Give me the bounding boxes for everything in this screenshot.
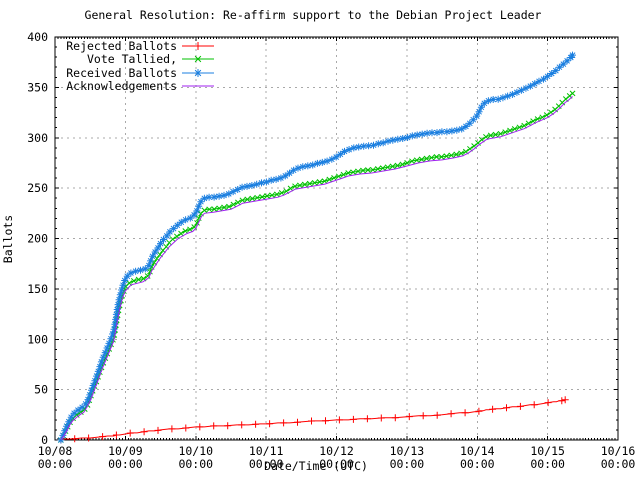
svg-text:00:00: 00:00 xyxy=(319,457,354,471)
svg-text:00:00: 00:00 xyxy=(38,457,73,471)
svg-text:300: 300 xyxy=(27,131,48,145)
svg-text:10/15: 10/15 xyxy=(530,444,565,458)
svg-text:10/16: 10/16 xyxy=(601,444,636,458)
legend-label: Rejected Ballots xyxy=(66,38,177,53)
legend-label: Received Ballots xyxy=(66,65,177,80)
svg-text:10/11: 10/11 xyxy=(249,444,284,458)
legend-sample-asterisk-icon xyxy=(182,68,214,77)
legend-label: Vote Tallied, xyxy=(86,52,177,67)
svg-text:400: 400 xyxy=(27,30,48,44)
legend-sample-line-icon xyxy=(182,85,214,87)
svg-text:100: 100 xyxy=(27,332,48,346)
svg-text:00:00: 00:00 xyxy=(460,457,495,471)
svg-text:00:00: 00:00 xyxy=(178,457,213,471)
svg-text:00:00: 00:00 xyxy=(601,457,636,471)
svg-text:00:00: 00:00 xyxy=(108,457,143,471)
svg-text:10/12: 10/12 xyxy=(319,444,354,458)
legend-sample-plus-icon xyxy=(182,41,214,50)
svg-text:10/13: 10/13 xyxy=(390,444,425,458)
legend-item-vote-tallied: Vote Tallied, xyxy=(55,52,215,67)
svg-text:00:00: 00:00 xyxy=(390,457,425,471)
chart-title: General Resolution: Re-affirm support to… xyxy=(84,8,542,22)
svg-text:150: 150 xyxy=(27,282,48,296)
svg-text:50: 50 xyxy=(34,383,48,397)
legend-sample-times-icon xyxy=(182,55,214,63)
legend-item-acknowledgements: Acknowledgements xyxy=(55,79,215,94)
svg-text:0: 0 xyxy=(41,433,48,447)
svg-text:200: 200 xyxy=(27,232,48,246)
legend: Rejected Ballots Vote Tallied, Received … xyxy=(55,39,215,93)
svg-text:350: 350 xyxy=(27,80,48,94)
svg-text:250: 250 xyxy=(27,181,48,195)
x-axis-label: Date/Time (UTC) xyxy=(264,459,368,473)
legend-label: Acknowledgements xyxy=(66,79,177,94)
svg-text:10/14: 10/14 xyxy=(460,444,495,458)
legend-item-rejected-ballots: Rejected Ballots xyxy=(55,39,215,53)
svg-text:00:00: 00:00 xyxy=(249,457,284,471)
svg-text:10/08: 10/08 xyxy=(38,444,73,458)
svg-text:10/10: 10/10 xyxy=(178,444,213,458)
legend-item-received-ballots: Received Ballots xyxy=(55,66,215,80)
svg-text:10/09: 10/09 xyxy=(108,444,143,458)
svg-text:00:00: 00:00 xyxy=(530,457,565,471)
